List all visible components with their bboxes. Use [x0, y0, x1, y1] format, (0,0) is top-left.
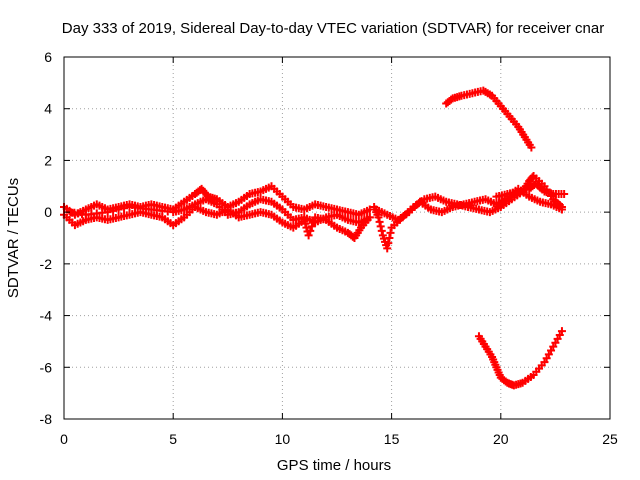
data-point [365, 213, 374, 222]
data-point [114, 205, 123, 214]
data-points [60, 86, 569, 390]
series-track-7 [442, 86, 536, 152]
data-point [385, 234, 394, 242]
x-tick-label: 5 [169, 431, 177, 447]
y-ticks: 6 4 2 0 -2 -4 -6 -8 [40, 49, 610, 427]
data-point [301, 219, 310, 228]
series-track-6 [492, 179, 569, 201]
series-track-8 [474, 327, 566, 390]
data-point [560, 190, 569, 199]
x-tick-label: 25 [602, 431, 618, 447]
x-tick-label: 10 [275, 431, 291, 447]
x-tick-label: 20 [493, 431, 509, 447]
data-point [377, 226, 386, 235]
y-tick-label: 6 [44, 49, 52, 65]
data-point [103, 208, 112, 217]
data-point [386, 228, 395, 237]
grid-lines [64, 57, 610, 419]
y-tick-label: -8 [40, 411, 53, 427]
y-tick-label: -4 [40, 308, 53, 324]
data-point [109, 206, 118, 215]
data-point [527, 143, 536, 152]
data-point [120, 204, 129, 213]
data-point [557, 327, 566, 336]
data-point [557, 205, 566, 214]
data-point [375, 217, 384, 226]
y-tick-label: 0 [44, 204, 52, 220]
series-track-3 [66, 195, 374, 227]
y-tick-label: -6 [40, 359, 53, 375]
data-point [383, 244, 392, 253]
data-point [376, 222, 385, 231]
y-tick-label: 4 [44, 101, 52, 117]
y-tick-label: 2 [44, 152, 52, 168]
y-axis-label: SDTVAR / TECUs [5, 178, 22, 298]
data-point [384, 239, 393, 248]
x-axis-label: GPS time / hours [277, 457, 391, 474]
x-ticks: 0 5 10 15 20 25 [60, 57, 618, 447]
data-point [528, 173, 537, 182]
x-tick-label: 0 [60, 431, 68, 447]
series-track-5 [372, 184, 566, 224]
y-tick-label: -2 [40, 256, 53, 272]
data-point [304, 231, 313, 240]
data-point [306, 226, 315, 235]
plot-frame [63, 56, 611, 420]
series-track-1 [60, 182, 374, 219]
chart-title: Day 333 of 2019, Sidereal Day-to-day VTE… [62, 20, 604, 37]
x-tick-label: 15 [384, 431, 400, 447]
